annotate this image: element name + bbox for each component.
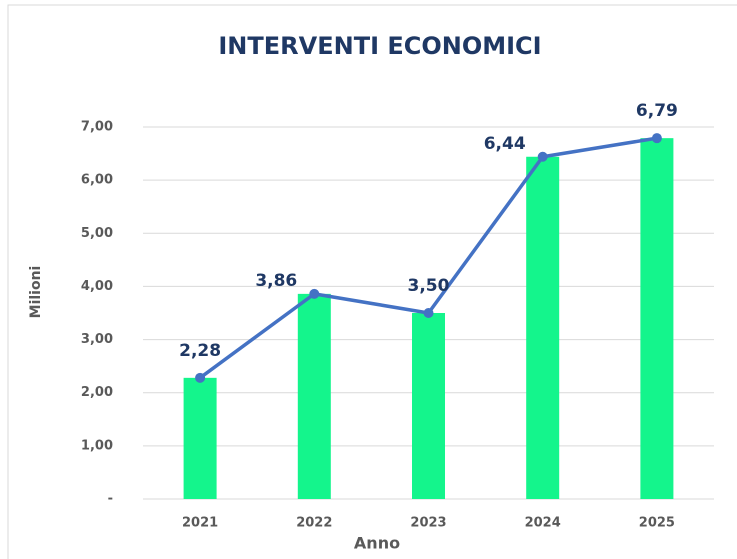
- y-tick-label: 4,00: [81, 279, 113, 294]
- x-tick-label: 2023: [410, 516, 446, 531]
- x-tick-label: 2024: [525, 516, 561, 531]
- line-point: [309, 288, 320, 299]
- line-point: [651, 133, 662, 144]
- y-tick-label: 3,00: [81, 332, 113, 347]
- bar: [183, 377, 217, 499]
- chart-title: INTERVENTI ECONOMICI: [218, 32, 541, 60]
- x-tick-label: 2022: [296, 516, 332, 531]
- bar: [526, 156, 560, 499]
- line-point: [195, 372, 206, 383]
- data-label: 6,44: [484, 134, 526, 154]
- y-tick-label: -: [108, 492, 113, 507]
- x-tick-label: 2021: [182, 516, 218, 531]
- x-tick-label: 2025: [639, 516, 675, 531]
- data-label: 2,28: [179, 341, 221, 361]
- y-tick-label: 6,00: [81, 173, 113, 188]
- y-tick-label: 1,00: [81, 438, 113, 453]
- bar: [412, 313, 445, 499]
- y-tick-label: 7,00: [81, 120, 113, 135]
- x-axis-label: Anno: [354, 534, 400, 553]
- y-axis-label: Milioni: [28, 266, 44, 319]
- bar: [640, 138, 674, 499]
- y-tick-label: 5,00: [81, 226, 113, 241]
- y-tick-label: 2,00: [81, 385, 113, 400]
- bar: [297, 293, 331, 499]
- data-label: 3,86: [255, 271, 297, 291]
- data-label: 6,79: [636, 101, 678, 121]
- chart-frame: [7, 4, 737, 559]
- line-point: [423, 308, 434, 318]
- data-label: 3,50: [408, 276, 450, 296]
- line-point: [537, 151, 548, 162]
